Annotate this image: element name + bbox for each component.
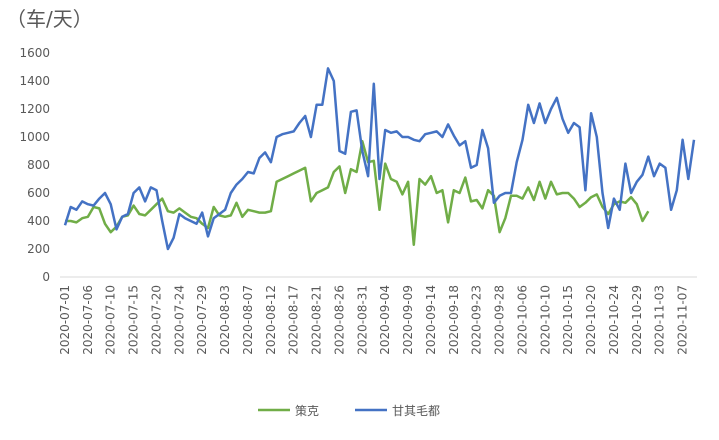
x-tick-label: 2020-07-24 [172, 285, 186, 355]
y-tick-label: 400 [27, 214, 50, 228]
x-tick-label: 2020-09-23 [470, 285, 484, 355]
x-tick-label: 2020-07-29 [195, 285, 209, 355]
x-tick-label: 2020-08-17 [287, 285, 301, 355]
y-tick-label: 200 [27, 242, 50, 256]
series-line [63, 67, 696, 251]
x-tick-label: 2020-08-31 [355, 285, 369, 355]
x-tick-label: 2020-10-24 [607, 285, 621, 355]
x-tick-label: 2020-09-18 [447, 285, 461, 355]
x-tick-label: 2020-10-15 [561, 285, 575, 355]
x-tick-label: 2020-07-20 [149, 285, 163, 355]
x-tick-label: 2020-07-06 [81, 285, 95, 355]
y-tick-label: 800 [27, 158, 50, 172]
x-tick-label: 2020-10-20 [584, 285, 598, 355]
x-tick-label: 2020-08-26 [332, 285, 346, 355]
x-tick-label: 2020-07-01 [58, 285, 72, 355]
chart-title: （车/天） [6, 7, 93, 31]
series-line [65, 139, 650, 247]
x-tick-label: 2020-09-09 [401, 285, 415, 355]
legend-label: 甘其毛都 [392, 404, 440, 418]
x-tick-label: 2020-08-07 [241, 285, 255, 355]
x-tick-label: 2020-07-10 [104, 285, 118, 355]
x-tick-label: 2020-08-21 [310, 285, 324, 355]
legend-label: 策克 [295, 404, 319, 418]
y-tick-label: 0 [42, 270, 50, 284]
y-tick-label: 1000 [19, 130, 50, 144]
y-tick-label: 1200 [19, 102, 50, 116]
x-tick-label: 2020-09-28 [493, 285, 507, 355]
y-tick-label: 1600 [19, 46, 50, 60]
x-tick-label: 2020-11-03 [653, 285, 667, 355]
y-tick-label: 600 [27, 186, 50, 200]
x-tick-label: 2020-10-06 [515, 285, 529, 355]
x-tick-label: 2020-10-29 [630, 285, 644, 355]
x-tick-label: 2020-09-14 [424, 285, 438, 355]
x-tick-label: 2020-07-15 [127, 285, 141, 355]
x-tick-label: 2020-08-12 [264, 285, 278, 355]
y-tick-label: 1400 [19, 74, 50, 88]
x-tick-label: 2020-09-04 [378, 285, 392, 355]
x-tick-label: 2020-10-10 [538, 285, 552, 355]
x-tick-label: 2020-08-03 [218, 285, 232, 355]
x-tick-label: 2020-11-07 [676, 285, 690, 355]
